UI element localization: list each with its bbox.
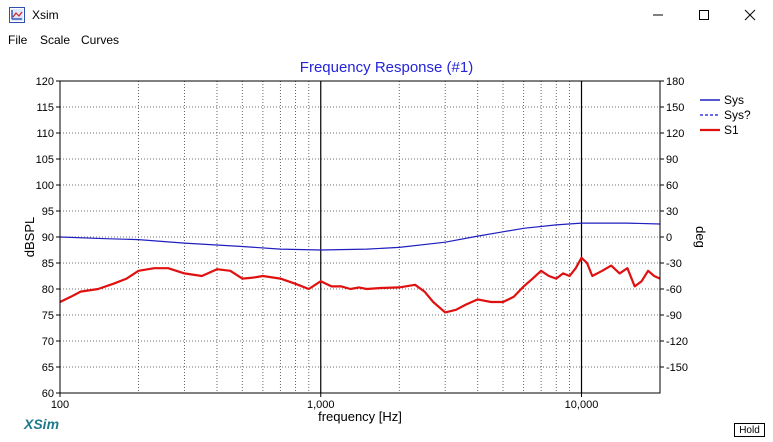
y-tick-label: 100 [36,180,54,192]
x-tick-label: 10,000 [565,399,599,411]
legend-label: Sys? [724,108,751,122]
y2-tick-label: 0 [666,232,672,244]
menu-bar: File Scale Curves [0,30,773,50]
series-line-s1 [59,256,661,314]
minimize-button[interactable] [635,0,681,30]
legend-label: S1 [724,123,739,137]
plot-area [0,51,773,442]
menu-scale[interactable]: Scale [40,33,71,47]
title-bar: Xsim [0,0,773,30]
y-tick-label: 85 [42,258,54,270]
y-tick-label: 105 [36,154,54,166]
plot-title: Frequency Response (#1) [299,59,474,76]
y-tick-label: 115 [36,102,54,114]
minimize-icon [653,14,663,16]
menu-file[interactable]: File [8,33,28,47]
brand-logo: XSim [24,416,60,432]
y2-tick-label: 120 [666,128,684,140]
y-tick-label: 65 [42,362,54,374]
y-axis-label: dBSPL [22,217,37,257]
x-tick-label: 1,000 [307,399,335,411]
y2-tick-label: -120 [666,336,688,348]
series-line-sys [59,222,661,251]
close-icon [744,9,756,21]
hold-button[interactable]: Hold [734,423,765,437]
y2-tick-label: -30 [666,258,682,270]
y2-tick-label: -90 [666,310,682,322]
y-tick-label: 95 [42,206,54,218]
xsim-app-icon[interactable] [9,7,25,23]
menu-curves[interactable]: Curves [81,33,120,47]
y-tick-label: 75 [42,310,54,322]
x-tick-label: 100 [51,399,69,411]
y2-tick-label: -60 [666,284,682,296]
y-tick-label: 120 [36,76,54,88]
y-tick-label: 60 [42,388,54,400]
y2-tick-label: 30 [666,206,678,218]
window-title: Xsim [32,8,59,22]
maximize-button[interactable] [681,0,727,30]
y-tick-label: 70 [42,336,54,348]
legend-label: Sys [724,93,744,107]
y2-tick-label: 150 [666,102,684,114]
y2-tick-label: 60 [666,180,678,192]
y-tick-label: 90 [42,232,54,244]
maximize-icon [699,10,709,20]
y-tick-label: 110 [36,128,54,140]
y2-tick-label: -150 [666,362,688,374]
y2-tick-label: 90 [666,154,678,166]
close-button[interactable] [727,0,773,30]
y2-axis-label: deg [693,226,708,248]
y2-tick-label: 180 [666,76,684,88]
x-axis-label: frequency [Hz] [318,409,402,424]
y-tick-label: 80 [42,284,54,296]
